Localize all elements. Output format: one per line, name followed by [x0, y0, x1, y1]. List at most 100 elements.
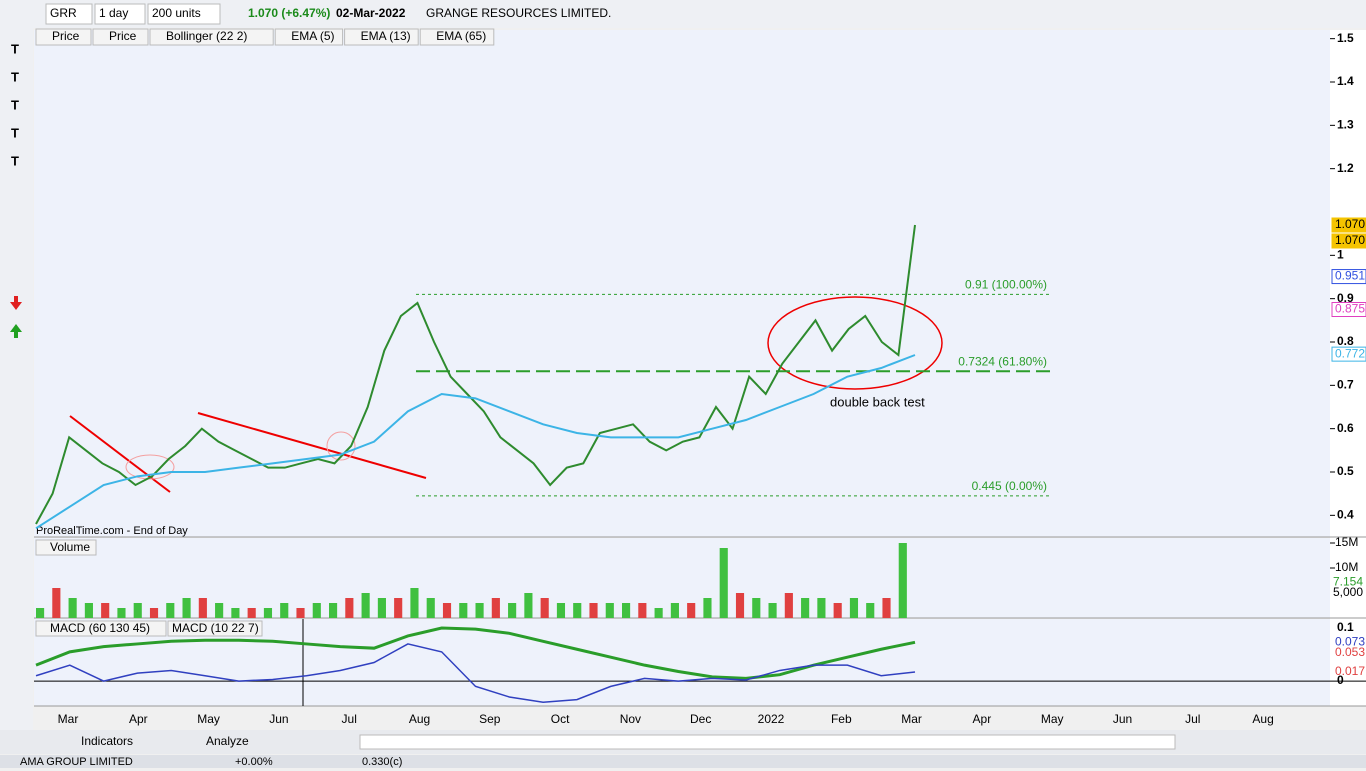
x-tick-label: Feb	[831, 712, 852, 726]
right-axis	[1330, 30, 1366, 706]
volume-bar	[784, 593, 793, 618]
volume-bar	[556, 603, 566, 618]
volume-bar	[589, 603, 598, 618]
units-box[interactable]	[147, 3, 221, 25]
volume-bar	[52, 588, 61, 618]
y-tick-label: 0.8	[1337, 334, 1354, 348]
change: 1.070 (+6.47%)	[248, 6, 330, 20]
y-tick-label: 0	[1337, 673, 1344, 687]
company: GRANGE RESOURCES LIMITED.	[426, 6, 611, 20]
volume-bar	[540, 598, 549, 618]
volume-bar	[215, 603, 224, 618]
price-tag	[1331, 302, 1366, 317]
legend-item	[92, 28, 149, 46]
circle	[125, 454, 175, 480]
tool[interactable]	[10, 324, 22, 338]
status-name: AMA GROUP LIMITED	[20, 756, 133, 768]
x-tick-label: Sep	[479, 712, 501, 726]
price-tag-label: 1.070	[1335, 217, 1365, 231]
volume-bar	[117, 608, 126, 618]
volume-bar	[573, 603, 582, 618]
price-tag	[1331, 233, 1366, 249]
legend-item	[149, 28, 274, 46]
x-tick-label: Mar	[58, 712, 79, 726]
volume-bar	[426, 598, 435, 618]
volume-bar	[133, 603, 142, 618]
tool[interactable]: T	[11, 69, 19, 84]
circle	[767, 296, 943, 390]
volume-bar	[263, 608, 273, 618]
tool[interactable]: T	[11, 41, 19, 56]
volume-bar	[361, 593, 370, 618]
circle	[326, 431, 356, 461]
x-tick-label: Oct	[551, 712, 570, 726]
tool[interactable]	[10, 296, 22, 310]
volume-bar	[475, 603, 484, 618]
indicators-button[interactable]: Indicators	[81, 734, 133, 748]
tool[interactable]: T	[11, 125, 19, 140]
price-tag-label: 0.875	[1335, 302, 1365, 316]
volume-bar	[654, 608, 663, 618]
pane-title-box	[35, 620, 167, 637]
volume-tag: 7.154	[1333, 574, 1363, 588]
macd-line	[35, 626, 916, 680]
volume-pane	[34, 538, 1330, 618]
y-tick-label: 1.5	[1337, 31, 1354, 45]
y-tick-label: 1	[1337, 248, 1344, 262]
x-tick-label: 2022	[758, 712, 785, 726]
tool[interactable]: T	[11, 153, 19, 168]
tools: TT TT T	[10, 41, 22, 338]
volume-bar	[377, 598, 386, 618]
fib-label: 0.445 (0.00%)	[972, 479, 1047, 493]
tool[interactable]: T	[11, 97, 19, 112]
volume-bar	[898, 543, 907, 618]
volume-bar	[703, 598, 712, 618]
x-tick-label: Dec	[690, 712, 711, 726]
y-tick-label: 10M	[1335, 560, 1358, 574]
volume-bar	[329, 603, 338, 618]
volume-bar	[247, 608, 256, 618]
legend-item	[274, 28, 344, 46]
legend-label: Price	[52, 29, 80, 43]
period: 1 day	[99, 6, 128, 20]
symbol: GRR	[50, 6, 77, 20]
price-tag	[1331, 217, 1366, 233]
volume-bar	[182, 598, 191, 618]
volume-bar	[149, 608, 159, 618]
y-tick-label: 0.4	[1337, 508, 1354, 522]
analyze-button[interactable]: Analyze	[206, 734, 249, 748]
y-tick-label: 0.7	[1337, 378, 1354, 392]
period-box[interactable]	[94, 3, 146, 25]
volume-bar	[280, 603, 289, 618]
scrollbar[interactable]	[359, 734, 1176, 750]
volume-bar	[508, 603, 517, 618]
symbol-box[interactable]	[45, 3, 93, 25]
x-tick-label: Jul	[342, 712, 357, 726]
volume-bar	[605, 603, 614, 618]
y-tick-label: 1.2	[1337, 161, 1354, 175]
volume-bar	[866, 603, 875, 618]
volume-bar	[622, 603, 631, 618]
pane-title-box	[167, 620, 263, 637]
volume-bar	[638, 603, 647, 618]
fib-label: 0.7324 (61.80%)	[958, 354, 1047, 368]
volume-bar	[524, 593, 533, 618]
volume-bar	[670, 603, 679, 618]
x-tick-label: Jun	[1113, 712, 1132, 726]
volume-bar	[442, 603, 452, 618]
status-price: 0.330(c)	[362, 756, 402, 768]
status-change: +0.00%	[235, 756, 273, 768]
legend-label: EMA (65)	[436, 29, 486, 43]
volume-bar	[752, 598, 761, 618]
volume-bar	[719, 548, 728, 618]
volume-bar	[166, 603, 175, 618]
macd-tag: 0.017	[1335, 664, 1365, 678]
legend-label: EMA (5)	[291, 29, 334, 43]
fib-label: 0.91 (100.00%)	[965, 278, 1047, 292]
top-toolbar	[0, 0, 1366, 28]
units: 200 units	[152, 6, 201, 20]
price-tag	[1331, 346, 1366, 362]
source: ProRealTime.com - End of Day	[36, 525, 188, 537]
pane-title: MACD (60 130 45)	[50, 621, 150, 635]
